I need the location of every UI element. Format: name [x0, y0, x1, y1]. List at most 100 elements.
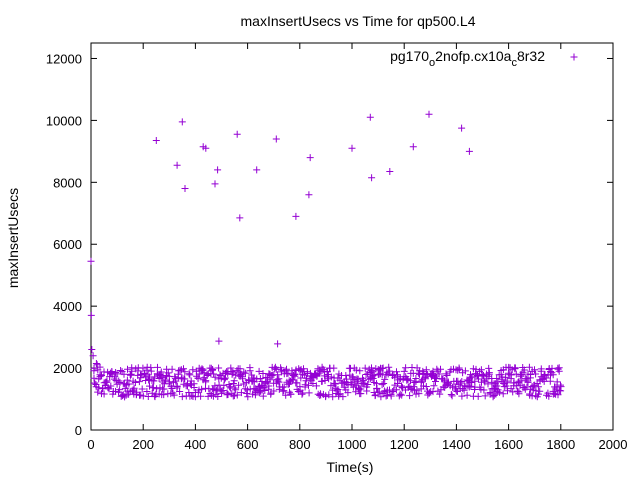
data-point	[475, 375, 482, 383]
data-point	[239, 373, 246, 381]
data-points	[87, 110, 565, 401]
data-point	[536, 387, 544, 395]
data-point	[361, 364, 369, 372]
data-point	[458, 378, 466, 385]
data-point	[189, 366, 197, 374]
data-point	[162, 376, 169, 384]
data-point	[282, 391, 290, 399]
data-point	[354, 375, 362, 383]
data-point	[168, 365, 176, 373]
data-point	[545, 392, 553, 400]
data-point	[542, 374, 550, 382]
data-point	[255, 367, 263, 375]
data-point	[398, 391, 406, 399]
data-point	[327, 382, 335, 390]
data-point	[256, 375, 264, 382]
data-point	[553, 378, 561, 386]
data-point	[400, 367, 408, 375]
data-point	[316, 392, 324, 399]
data-point-outlier	[409, 143, 417, 151]
data-point	[290, 372, 297, 379]
data-point	[112, 387, 119, 395]
data-point	[471, 386, 478, 393]
data-point	[198, 365, 206, 373]
data-point	[96, 363, 104, 371]
data-point	[463, 391, 471, 399]
data-point	[120, 370, 128, 378]
data-point	[378, 381, 386, 389]
data-point	[164, 369, 172, 377]
data-point	[194, 374, 202, 382]
data-point	[455, 381, 463, 389]
data-point-outlier	[181, 185, 189, 192]
legend-label-part: pg170	[390, 48, 429, 64]
data-point	[447, 391, 455, 398]
data-point	[325, 391, 333, 399]
data-point	[498, 375, 506, 383]
data-point	[381, 375, 389, 383]
data-point	[471, 377, 479, 385]
data-point	[511, 364, 519, 372]
x-axis-label: Time(s)	[327, 459, 374, 475]
data-point	[417, 377, 425, 385]
data-point	[137, 374, 145, 382]
data-point	[364, 381, 372, 388]
data-point	[551, 390, 559, 398]
data-point	[422, 383, 430, 390]
data-point	[195, 370, 203, 378]
data-point	[209, 366, 217, 373]
data-point	[515, 377, 523, 385]
data-point	[271, 365, 279, 373]
data-point	[549, 371, 557, 379]
data-point	[369, 372, 377, 380]
data-point	[430, 382, 438, 390]
data-point	[334, 386, 342, 393]
data-point	[230, 392, 238, 400]
data-point-outlier	[89, 352, 97, 360]
data-point	[477, 366, 485, 374]
data-point-outlier	[178, 118, 186, 126]
data-point	[260, 383, 268, 391]
data-point	[298, 390, 306, 398]
data-point	[503, 379, 511, 387]
data-point	[434, 387, 442, 395]
data-point	[291, 371, 299, 379]
y-tick-label: 4000	[53, 299, 82, 314]
data-point-outlier	[368, 174, 376, 182]
data-point	[157, 368, 165, 376]
data-point	[235, 381, 243, 389]
data-point	[407, 377, 414, 385]
data-point	[230, 377, 238, 385]
data-point	[299, 389, 307, 397]
data-point	[484, 380, 492, 388]
data-point	[512, 382, 520, 390]
data-point	[129, 386, 137, 394]
data-point	[371, 392, 379, 400]
data-point	[312, 371, 320, 379]
data-point	[410, 383, 418, 391]
data-point	[160, 391, 168, 399]
data-point	[384, 370, 392, 378]
data-point	[105, 385, 113, 393]
data-point-outlier	[173, 161, 181, 169]
data-point	[180, 365, 187, 373]
data-point	[135, 378, 143, 386]
data-point	[181, 368, 189, 376]
x-tick-label: 600	[237, 437, 259, 452]
data-point	[316, 390, 324, 398]
data-point	[225, 381, 233, 388]
data-point	[368, 367, 375, 375]
data-point	[128, 364, 136, 372]
data-point	[94, 388, 102, 396]
data-point	[305, 389, 313, 397]
data-point	[322, 392, 330, 400]
data-point	[125, 380, 133, 388]
data-point	[127, 371, 134, 379]
data-point	[376, 370, 384, 378]
data-point	[186, 371, 194, 379]
x-tick-label: 1600	[494, 437, 523, 452]
data-point	[147, 364, 155, 372]
data-point	[91, 379, 99, 387]
data-point	[357, 390, 365, 398]
data-point	[244, 393, 252, 401]
